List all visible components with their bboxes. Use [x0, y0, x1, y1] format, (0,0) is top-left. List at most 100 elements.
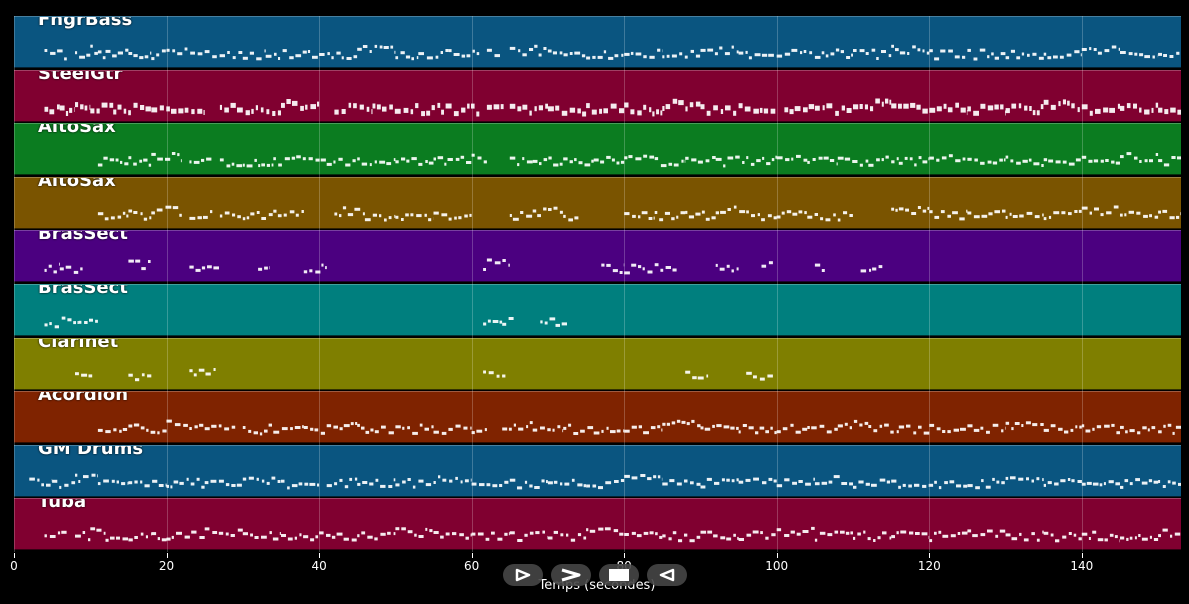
note-mark	[583, 483, 586, 487]
note-mark	[869, 269, 872, 273]
note-mark	[619, 271, 623, 275]
stop-button[interactable]	[599, 564, 639, 586]
track-7: Acordion	[14, 391, 1181, 444]
note-mark	[700, 485, 706, 489]
note-mark	[947, 106, 953, 112]
note-mark	[224, 107, 229, 113]
note-mark	[715, 211, 719, 215]
rewind-button[interactable]	[647, 564, 687, 586]
note-mark	[574, 158, 577, 162]
note-mark	[148, 163, 152, 167]
note-mark	[1081, 206, 1088, 210]
note-mark	[441, 109, 444, 115]
note-mark	[648, 216, 653, 220]
note-mark	[122, 211, 126, 215]
note-mark	[219, 214, 223, 218]
note-mark	[354, 477, 358, 481]
note-mark	[278, 57, 281, 60]
note-mark	[353, 55, 358, 59]
note-mark	[232, 56, 236, 60]
note-mark	[812, 158, 816, 162]
note-mark	[88, 373, 93, 377]
triangle-left-icon	[659, 568, 675, 582]
note-mark	[219, 158, 224, 162]
note-mark	[425, 528, 428, 532]
note-mark	[393, 532, 396, 536]
note-mark	[942, 430, 946, 434]
note-mark	[309, 269, 313, 273]
note-mark	[731, 45, 734, 49]
note-mark	[827, 533, 833, 537]
note-mark	[992, 423, 999, 427]
note-mark	[374, 160, 377, 164]
note-mark	[792, 212, 798, 216]
note-mark	[272, 537, 279, 541]
note-mark	[547, 536, 548, 540]
note-mark	[204, 480, 209, 484]
note-mark	[326, 483, 332, 487]
note-mark	[213, 367, 216, 371]
note-mark	[117, 215, 122, 219]
note-mark	[428, 161, 434, 165]
note-mark	[819, 532, 826, 536]
note-mark	[606, 426, 609, 430]
note-mark	[184, 107, 189, 113]
note-mark	[529, 421, 533, 425]
note-mark	[336, 51, 341, 55]
note-mark	[319, 531, 324, 535]
play-button[interactable]	[503, 564, 543, 586]
note-mark	[1005, 215, 1008, 219]
note-mark	[987, 529, 993, 533]
note-mark	[803, 158, 808, 162]
note-mark	[250, 533, 253, 537]
note-mark	[1048, 159, 1054, 163]
note-mark	[638, 215, 641, 219]
note-mark	[1078, 537, 1082, 541]
note-mark	[133, 102, 138, 108]
note-mark	[1032, 423, 1038, 427]
note-mark	[273, 430, 280, 434]
note-mark	[1162, 209, 1168, 213]
note-mark	[483, 322, 487, 326]
note-mark	[428, 217, 432, 221]
note-mark	[1172, 432, 1175, 436]
note-mark	[553, 206, 558, 210]
note-mark	[921, 532, 928, 536]
note-mark	[421, 110, 425, 116]
note-mark	[802, 530, 809, 534]
note-mark	[1027, 53, 1030, 57]
note-mark	[746, 371, 752, 375]
note-mark	[310, 103, 316, 109]
note-mark	[928, 157, 930, 161]
note-mark	[546, 479, 548, 483]
note-mark	[668, 537, 672, 541]
note-mark	[381, 425, 386, 429]
note-mark	[1042, 213, 1044, 217]
note-mark	[1149, 213, 1152, 217]
note-mark	[303, 535, 309, 539]
note-mark	[885, 155, 889, 159]
note-mark	[542, 530, 545, 534]
track-label: GM Drums	[38, 444, 144, 459]
note-mark	[49, 108, 55, 114]
note-mark	[914, 163, 917, 167]
note-mark	[543, 207, 547, 211]
note-mark	[940, 209, 945, 213]
note-mark	[676, 215, 679, 219]
note-mark	[553, 531, 558, 535]
note-mark	[605, 480, 612, 484]
track-label: SteelGtr	[38, 69, 123, 84]
note-mark	[440, 51, 443, 54]
note-mark	[265, 54, 272, 58]
note-mark	[261, 479, 265, 483]
note-mark	[759, 107, 763, 113]
note-mark	[768, 477, 773, 481]
note-mark	[790, 530, 795, 534]
note-mark	[374, 44, 378, 48]
track-0: FngrBass	[14, 16, 1181, 68]
note-mark	[500, 103, 504, 109]
note-mark	[934, 532, 937, 536]
note-mark	[109, 158, 115, 162]
note-mark	[41, 483, 44, 487]
forward-button[interactable]	[551, 564, 591, 586]
